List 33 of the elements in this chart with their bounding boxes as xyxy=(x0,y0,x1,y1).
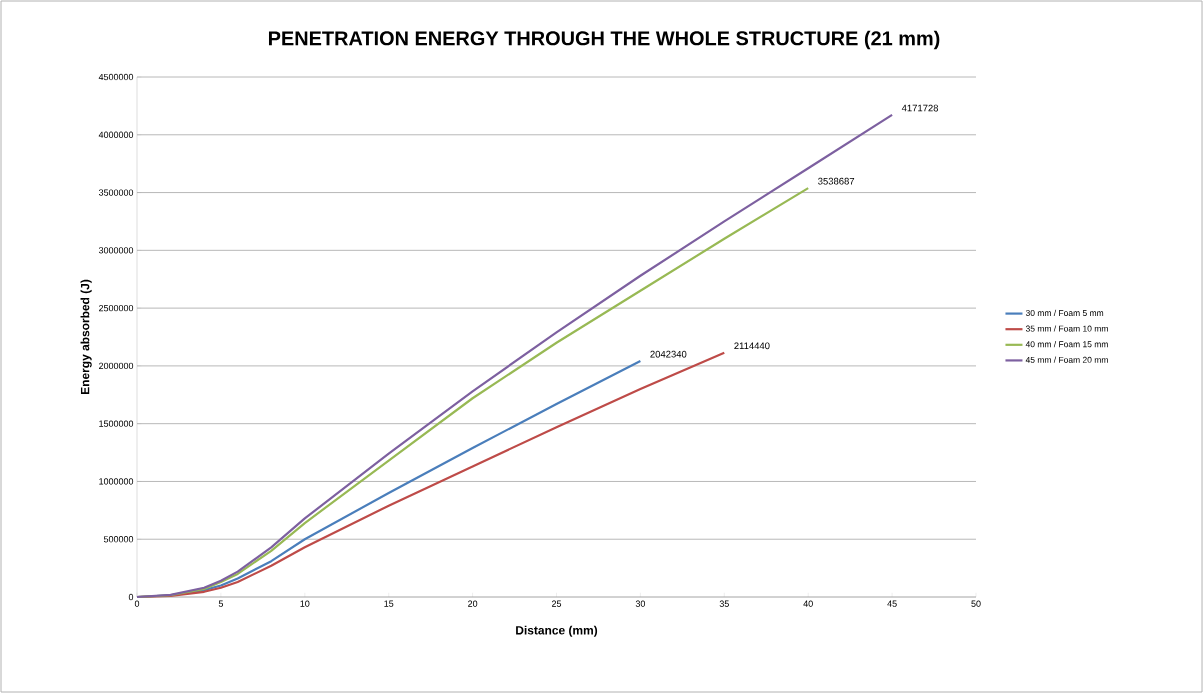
annotation: 3538687 xyxy=(818,177,855,185)
x-tick-label: 0 xyxy=(134,600,140,607)
y-tick-label: 2000000 xyxy=(99,362,134,370)
y-tick-label: 0 xyxy=(128,593,134,601)
x-tick-label: 20 xyxy=(468,600,478,607)
x-tick-label: 35 xyxy=(719,600,729,607)
y-tick-label: 4500000 xyxy=(98,73,134,81)
legend-label: 35 mm / Foam 10 mm xyxy=(1025,325,1108,332)
x-tick-label: 50 xyxy=(971,600,981,607)
y-tick-label: 3500000 xyxy=(98,189,134,196)
annotation: 2042340 xyxy=(650,350,687,358)
annotation: 4171728 xyxy=(901,104,939,112)
x-tick-label: 5 xyxy=(218,600,224,607)
y-tick-label: 1500000 xyxy=(99,420,134,427)
legend-label: 30 mm / Foam 5 mm xyxy=(1025,309,1104,316)
x-tick-label: 25 xyxy=(551,600,562,607)
x-axis-title: Distance (mm) xyxy=(516,625,598,637)
x-tick-label: 45 xyxy=(887,600,897,607)
y-axis-title: Energy absorbed (J) xyxy=(80,279,92,395)
y-tick-label: 2500000 xyxy=(99,304,134,312)
legend-label: 40 mm / Foam 15 mm xyxy=(1025,341,1108,348)
chart-title: PENETRATION ENERGY THROUGH THE WHOLE STRUCTURE (21 mm) xyxy=(268,30,940,50)
y-tick-label: 500000 xyxy=(103,536,134,543)
x-tick-label: 30 xyxy=(635,600,646,607)
annotation: 2114440 xyxy=(734,342,770,350)
y-tick-label: 4000000 xyxy=(98,131,134,138)
x-tick-label: 10 xyxy=(300,600,310,607)
x-tick-label: 40 xyxy=(803,600,813,607)
line-series xyxy=(135,113,894,599)
y-tick-label: 3000000 xyxy=(98,247,134,254)
y-tick-label: 1000000 xyxy=(99,478,134,485)
legend-label: 45 mm / Foam 20 mm xyxy=(1025,356,1108,363)
x-tick-label: 15 xyxy=(384,600,394,607)
